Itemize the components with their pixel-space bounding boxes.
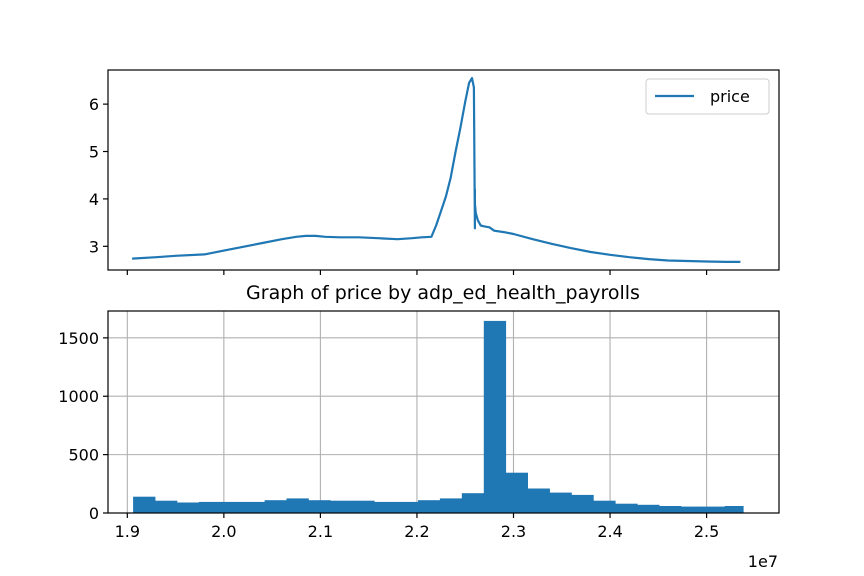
histogram-x-tick-label: 2.2	[404, 522, 429, 541]
histogram-bar	[176, 502, 200, 513]
legend-price-label: price	[710, 87, 750, 106]
line-y-tick-label: 5	[89, 143, 99, 162]
histogram-bar	[439, 498, 463, 513]
histogram-y-tick-label: 500	[68, 446, 99, 465]
histogram-x-tick-label: 2.3	[501, 522, 526, 541]
histogram-bar	[286, 498, 309, 513]
histogram-x-tick-label: 2.5	[694, 522, 719, 541]
line-plot-frame	[107, 69, 780, 271]
histogram-bar	[374, 501, 397, 513]
histogram-bar	[264, 500, 287, 513]
histogram-ticks: 1.9 2.0 2.1 2.2 2.3 2.4 2.5 0 500 1000 1500	[58, 329, 719, 541]
histogram-grid	[108, 311, 779, 514]
histogram-bar	[198, 501, 222, 513]
histogram-x-tick-label: 2.4	[597, 522, 622, 541]
histogram-bar	[483, 320, 507, 513]
histogram-bar	[593, 500, 616, 513]
histogram-bar	[155, 500, 178, 513]
histogram-bar	[571, 494, 594, 513]
histogram-bar	[242, 501, 265, 513]
legend: price	[645, 78, 770, 115]
histogram-bar	[659, 506, 682, 513]
histogram-plot-area	[108, 311, 779, 513]
histogram-x-tick-label: 2.1	[308, 522, 333, 541]
histogram-bar	[637, 504, 660, 513]
histogram-bar	[461, 493, 485, 513]
histogram-y-tick-label: 1500	[58, 329, 99, 348]
histogram-bar	[702, 506, 726, 513]
histogram-x-tick-label: 1.9	[115, 522, 140, 541]
histogram-bar	[549, 492, 572, 513]
histogram-bar	[418, 500, 441, 513]
histogram-subplot: Graph of price by adp_ed_health_payrolls…	[58, 282, 780, 571]
histogram-bar	[308, 500, 331, 513]
line-y-tick-label: 4	[89, 190, 99, 209]
price-series-line	[132, 77, 741, 263]
x-offset-label: 1e7	[748, 552, 778, 571]
line-y-ticks: 3 4 5 6	[89, 95, 108, 256]
histogram-plot-frame	[107, 310, 780, 514]
histogram-bar	[220, 501, 244, 513]
histogram-bar	[396, 501, 419, 513]
line-y-tick-label: 3	[89, 237, 99, 256]
histogram-bar	[330, 500, 353, 513]
histogram-bars	[133, 320, 744, 513]
histogram-title: Graph of price by adp_ed_health_payrolls	[246, 282, 640, 304]
legend-box	[645, 78, 770, 115]
line-y-tick-label: 6	[89, 95, 99, 114]
histogram-bar	[505, 472, 528, 513]
line-subplot: 3 4 5 6 price	[89, 69, 780, 275]
histogram-bar	[352, 500, 375, 513]
histogram-bar	[615, 503, 638, 513]
histogram-bar	[527, 488, 550, 513]
histogram-x-tick-label: 2.0	[211, 522, 236, 541]
histogram-y-tick-label: 0	[89, 504, 99, 523]
histogram-y-tick-label: 1000	[58, 387, 99, 406]
line-x-ticks	[126, 270, 708, 275]
histogram-bar	[133, 496, 156, 513]
histogram-bar	[724, 506, 744, 513]
histogram-bar	[681, 506, 704, 513]
